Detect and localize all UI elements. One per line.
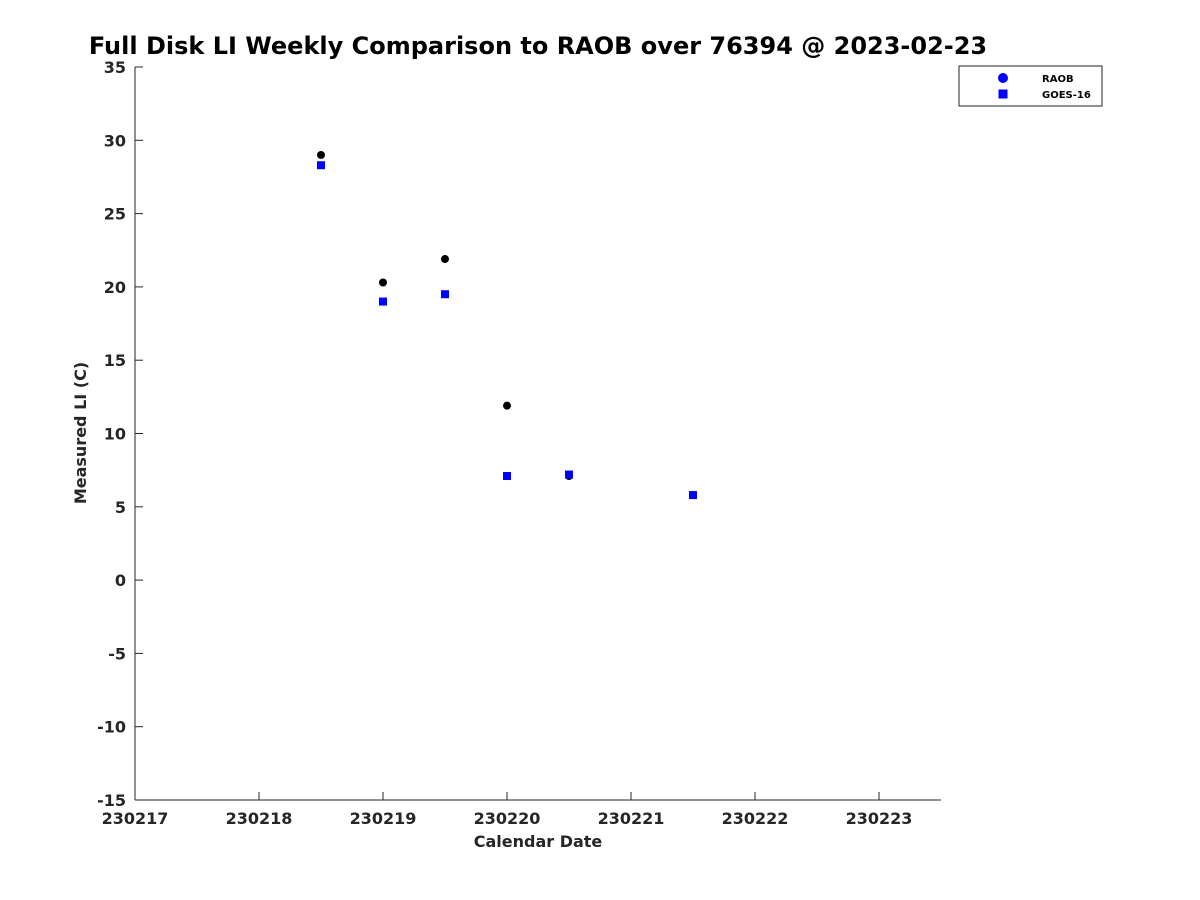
raob-point bbox=[317, 150, 325, 159]
legend-raob-marker bbox=[998, 73, 1008, 83]
goes16-point bbox=[503, 472, 511, 481]
legend-box bbox=[958, 65, 1103, 107]
goes16-point bbox=[689, 491, 697, 500]
raob-point bbox=[379, 278, 387, 287]
x-tick-label: 230220 bbox=[474, 809, 541, 828]
y-tick-label: 0 bbox=[115, 571, 126, 590]
y-axis-ticks: 35 30 25 20 15 10 5 0 -5 -10 -15 bbox=[97, 58, 143, 810]
x-tick-label: 230222 bbox=[722, 809, 789, 828]
y-tick-label: -5 bbox=[108, 644, 126, 663]
goes16-point bbox=[565, 470, 573, 479]
x-tick-label: 230217 bbox=[102, 809, 169, 828]
y-tick-label: 15 bbox=[104, 351, 126, 370]
goes16-point bbox=[379, 297, 387, 306]
raob-point bbox=[503, 401, 511, 410]
data-points bbox=[317, 150, 697, 500]
x-tick-label: 230223 bbox=[846, 809, 913, 828]
x-tick-label: 230219 bbox=[350, 809, 417, 828]
goes16-point bbox=[317, 161, 325, 170]
y-tick-label: 35 bbox=[104, 58, 126, 77]
x-tick-label: 230221 bbox=[598, 809, 665, 828]
x-tick-label: 230218 bbox=[226, 809, 293, 828]
goes16-point bbox=[441, 290, 449, 299]
x-axis-label: Calendar Date bbox=[474, 832, 603, 851]
chart-title: Full Disk LI Weekly Comparison to RAOB o… bbox=[89, 32, 987, 60]
raob-point bbox=[441, 255, 449, 264]
legend: RAOB GOES-16 bbox=[958, 65, 1103, 107]
axes bbox=[134, 67, 941, 801]
y-tick-label: 5 bbox=[115, 498, 126, 517]
legend-goes16-label: GOES-16 bbox=[1042, 90, 1091, 101]
y-tick-label: -15 bbox=[97, 791, 126, 810]
y-tick-label: 30 bbox=[104, 131, 126, 150]
x-axis-ticks: 230217 230218 230219 230220 230221 230222 2302… bbox=[102, 792, 913, 828]
legend-raob-label: RAOB bbox=[1042, 74, 1074, 85]
y-tick-label: 10 bbox=[104, 425, 126, 444]
y-tick-label: -10 bbox=[97, 718, 126, 737]
y-tick-label: 25 bbox=[104, 205, 126, 224]
y-tick-label: 20 bbox=[104, 278, 126, 297]
y-axis-label: Measured LI (C) bbox=[71, 362, 90, 504]
legend-goes16-marker bbox=[998, 89, 1008, 99]
